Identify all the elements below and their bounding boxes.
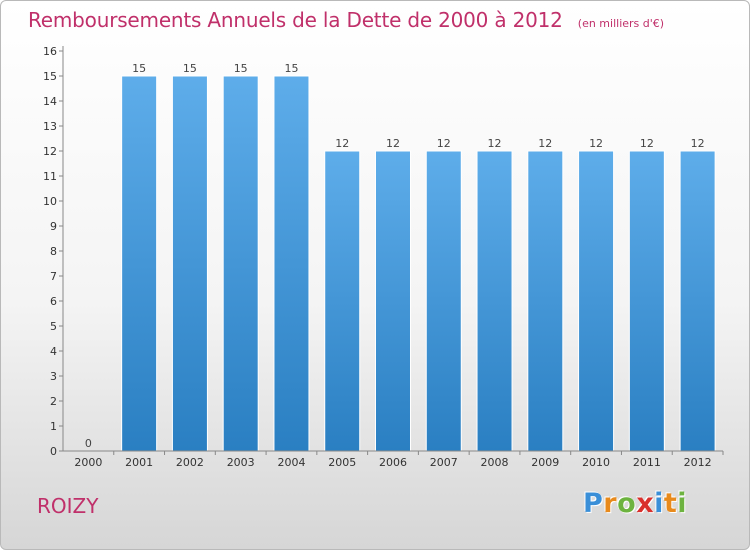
x-tick-label-2006: 2006 (379, 456, 407, 469)
logo-letter: i (677, 488, 688, 519)
x-tick-label-2010: 2010 (582, 456, 610, 469)
data-label-2005: 12 (335, 137, 349, 150)
x-tick-label-2007: 2007 (430, 456, 458, 469)
y-tick-label-1: 1 (50, 420, 57, 433)
logo-letter: i (654, 488, 664, 519)
bar-2009 (527, 150, 564, 452)
x-tick-label-2005: 2005 (328, 456, 356, 469)
logo-letter: o (617, 488, 637, 519)
data-label-2003: 15 (234, 62, 248, 75)
proxiti-logo: Proxiti (583, 488, 687, 519)
x-tick-label-2002: 2002 (176, 456, 204, 469)
y-tick-label-5: 5 (50, 320, 57, 333)
y-tick-label-3: 3 (50, 370, 57, 383)
data-label-2000: 0 (85, 437, 92, 450)
data-label-2010: 12 (589, 137, 603, 150)
data-label-2012: 12 (691, 137, 705, 150)
chart-title-text: Remboursements Annuels de la Dette de 20… (28, 8, 563, 32)
y-tick-label-7: 7 (50, 270, 57, 283)
bar-2004 (273, 75, 310, 452)
x-tick-label-2012: 2012 (684, 456, 712, 469)
y-tick-label-13: 13 (43, 120, 57, 133)
logo-letter: t (663, 488, 678, 519)
x-tick-label-2008: 2008 (481, 456, 509, 469)
y-tick-label-11: 11 (43, 170, 57, 183)
bar-2010 (578, 150, 615, 452)
logo-letter: x (636, 488, 655, 519)
y-tick-label-0: 0 (50, 445, 57, 458)
x-tick-label-2003: 2003 (227, 456, 255, 469)
bar-2006 (375, 150, 411, 452)
logo-letter: P (583, 488, 604, 519)
x-tick-label-2001: 2001 (125, 456, 153, 469)
y-tick-label-9: 9 (50, 220, 57, 233)
bar-2011 (628, 150, 665, 452)
commune-name: ROIZY (37, 494, 99, 518)
y-tick-label-10: 10 (43, 195, 57, 208)
logo-letter: r (603, 488, 618, 519)
data-label-2009: 12 (538, 137, 552, 150)
bar-2012 (679, 150, 716, 452)
bar-2005 (324, 150, 361, 452)
data-label-2011: 12 (640, 137, 654, 150)
bar-2008 (476, 150, 513, 452)
y-tick-label-6: 6 (50, 295, 57, 308)
y-tick-label-16: 16 (43, 45, 57, 58)
data-label-2002: 15 (183, 62, 197, 75)
y-tick-label-8: 8 (50, 245, 57, 258)
data-label-2008: 12 (488, 137, 502, 150)
data-label-2001: 15 (132, 62, 146, 75)
bar-2003 (222, 75, 259, 452)
bar-2007 (425, 150, 462, 452)
x-tick-label-2000: 2000 (74, 456, 102, 469)
y-tick-label-4: 4 (50, 345, 57, 358)
y-tick-label-14: 14 (43, 95, 57, 108)
bar-2001 (121, 75, 158, 452)
chart-unit-note: (en milliers d'€) (577, 17, 665, 30)
data-label-2006: 12 (386, 137, 400, 150)
x-tick-label-2011: 2011 (633, 456, 661, 469)
data-label-2004: 15 (284, 62, 298, 75)
data-label-2007: 12 (437, 137, 451, 150)
y-tick-label-15: 15 (43, 70, 57, 83)
y-tick-label-2: 2 (50, 395, 57, 408)
x-tick-label-2009: 2009 (531, 456, 559, 469)
x-tick-label-2004: 2004 (277, 456, 305, 469)
y-tick-label-12: 12 (43, 145, 57, 158)
chart-title: Remboursements Annuels de la Dette de 20… (28, 8, 664, 32)
bar-2002 (171, 75, 208, 452)
